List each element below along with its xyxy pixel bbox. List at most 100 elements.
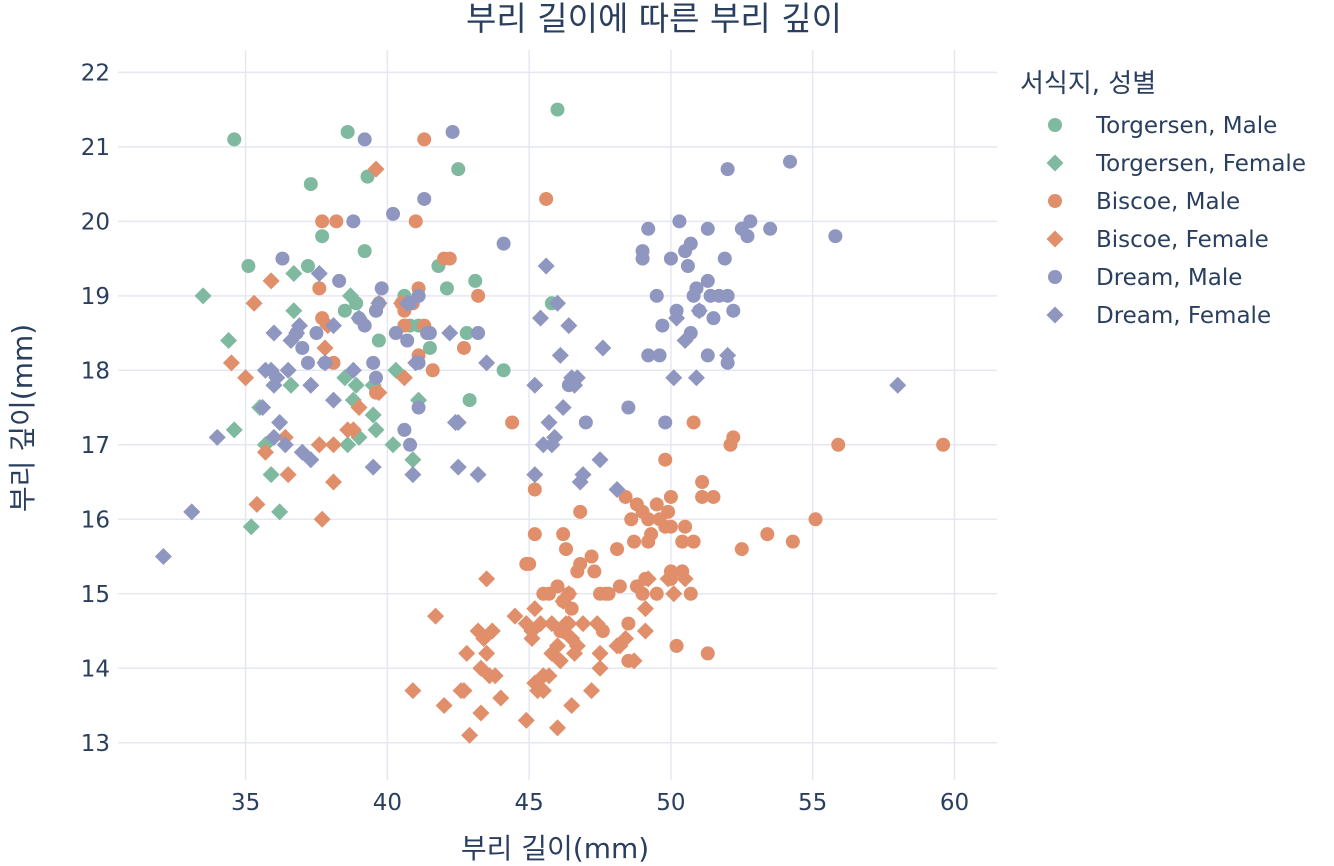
data-point — [248, 495, 266, 513]
data-point — [459, 326, 474, 341]
data-point — [227, 132, 242, 147]
data-point — [442, 251, 457, 266]
data-point — [458, 644, 476, 662]
data-point — [302, 376, 320, 394]
legend-marker — [1048, 270, 1062, 284]
data-point — [241, 259, 256, 274]
data-point — [649, 586, 664, 601]
data-point — [573, 504, 588, 519]
data-point — [726, 303, 741, 318]
data-point — [563, 697, 581, 715]
data-point — [618, 489, 633, 504]
data-point — [441, 324, 459, 342]
data-point — [665, 369, 683, 387]
legend-item[interactable]: Torgersen, Female — [1046, 151, 1306, 177]
data-point — [400, 333, 415, 348]
y-tick-label: 21 — [81, 135, 110, 161]
data-point — [303, 177, 318, 192]
data-point — [506, 607, 524, 625]
data-point — [621, 400, 636, 415]
data-point — [324, 317, 342, 335]
data-point — [700, 348, 715, 363]
data-point — [276, 436, 294, 454]
data-point — [588, 615, 606, 633]
legend-marker — [1046, 154, 1064, 172]
data-point — [678, 519, 693, 534]
legend-item[interactable]: Biscoe, Female — [1046, 227, 1269, 253]
x-tick-label: 45 — [515, 790, 544, 816]
data-point — [706, 489, 721, 504]
legend-item[interactable]: Biscoe, Male — [1048, 189, 1240, 215]
data-point — [639, 570, 657, 588]
data-point — [265, 324, 283, 342]
data-point — [462, 393, 477, 408]
data-point — [183, 503, 201, 521]
data-point — [706, 311, 721, 326]
data-point — [225, 421, 243, 439]
data-point — [636, 600, 654, 618]
data-point — [763, 221, 778, 236]
data-point — [452, 682, 470, 700]
data-point — [554, 399, 572, 417]
data-point — [384, 436, 402, 454]
data-point — [445, 124, 460, 139]
tick-layer: 35 40 45 50 55 60 13 14 15 16 17 18 19 20 21 22 — [81, 60, 969, 816]
data-point — [517, 615, 535, 633]
data-point — [783, 154, 798, 169]
data-point — [302, 451, 320, 469]
data-point — [208, 428, 226, 446]
data-point — [256, 443, 274, 461]
data-point — [329, 214, 344, 229]
data-point — [655, 318, 670, 333]
data-point — [242, 518, 260, 536]
data-point — [370, 294, 388, 312]
data-point — [411, 400, 426, 415]
data-point — [262, 272, 280, 290]
legend-marker — [1048, 118, 1062, 132]
data-point — [540, 413, 558, 431]
data-point — [889, 376, 907, 394]
data-point — [734, 221, 749, 236]
data-point — [309, 326, 324, 341]
data-point — [636, 622, 654, 640]
data-point — [315, 229, 330, 244]
data-point — [541, 586, 556, 601]
data-point — [386, 206, 401, 221]
data-point — [367, 160, 385, 178]
data-point — [366, 355, 381, 370]
y-axis-title: 부리 깊이(mm) — [6, 324, 39, 512]
data-point — [357, 244, 372, 259]
data-point — [339, 436, 357, 454]
data-point — [578, 415, 593, 430]
data-point — [700, 646, 715, 661]
series-dream-female — [154, 257, 907, 566]
legend-item[interactable]: Torgersen, Male — [1048, 113, 1277, 139]
data-point — [559, 542, 574, 557]
data-point — [427, 607, 445, 625]
data-point — [404, 466, 422, 484]
y-tick-label: 14 — [81, 656, 110, 682]
data-point — [222, 354, 240, 372]
data-point — [560, 317, 578, 335]
y-tick-label: 15 — [81, 582, 110, 608]
data-point — [695, 489, 710, 504]
data-point — [439, 281, 454, 296]
data-point — [625, 652, 643, 670]
data-point — [584, 549, 599, 564]
data-point — [672, 214, 687, 229]
data-point — [658, 415, 673, 430]
data-point — [700, 273, 715, 288]
data-point — [312, 281, 327, 296]
data-point — [663, 519, 678, 534]
legend-item[interactable]: Dream, Female — [1046, 303, 1272, 329]
data-point — [591, 451, 609, 469]
data-point — [570, 564, 585, 579]
legend-item[interactable]: Dream, Male — [1048, 265, 1242, 291]
data-point — [505, 415, 520, 430]
data-point — [641, 348, 656, 363]
data-point — [549, 719, 566, 737]
data-point — [194, 287, 212, 305]
data-point — [492, 689, 510, 707]
data-point — [262, 361, 280, 379]
data-point — [539, 191, 554, 206]
